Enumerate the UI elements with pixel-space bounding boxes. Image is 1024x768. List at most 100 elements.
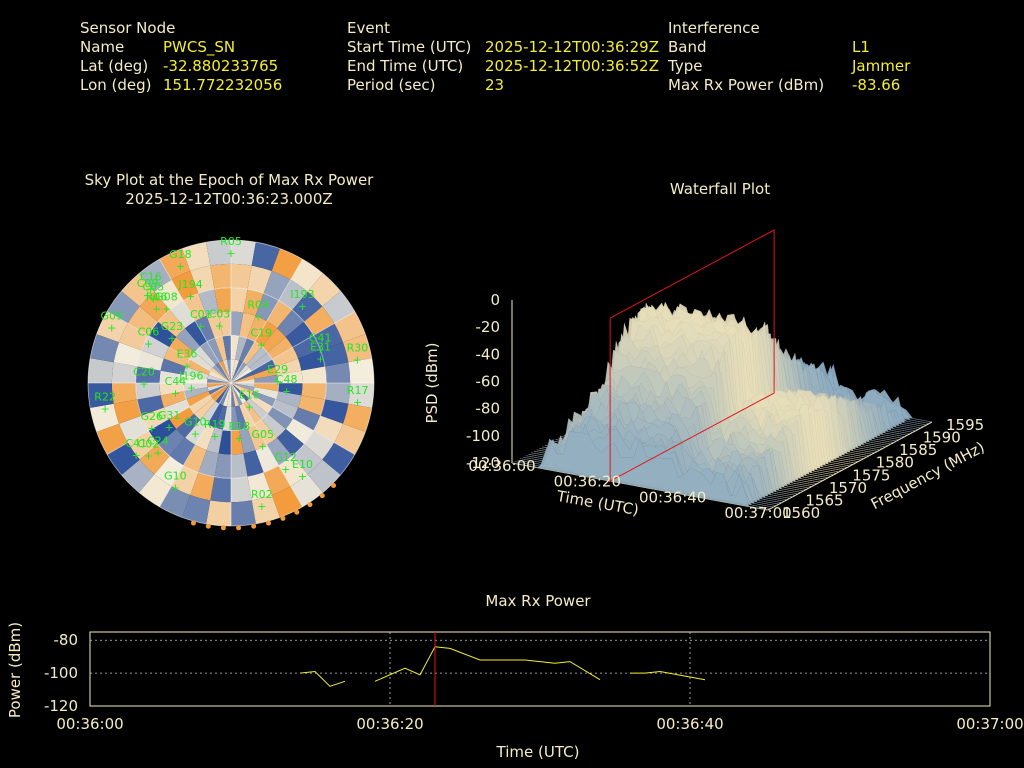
satellite-marker: +	[139, 377, 148, 390]
waterfall-freq-tick: 1570	[829, 479, 867, 497]
skyplot-cell	[231, 383, 247, 404]
skyplot-cell	[239, 427, 256, 454]
waterfall-freq-tick: 1585	[899, 441, 937, 459]
skyplot-spoke	[230, 382, 303, 508]
satellite-marker: +	[298, 470, 307, 483]
skyplot-cell	[183, 383, 208, 392]
skyplot-cell	[249, 394, 273, 414]
satellite-label: R19	[204, 418, 226, 431]
skyplot-cell	[222, 383, 231, 407]
skyplot-cell	[189, 394, 213, 414]
satellite-label: I193	[290, 288, 314, 301]
skyplot-cell	[222, 335, 231, 360]
sensor-lon-value: 151.772232056	[163, 76, 283, 94]
event-period-value: 23	[485, 76, 505, 94]
skyplot-cell	[263, 271, 291, 301]
waterfall-freq-tick: 1595	[946, 416, 984, 434]
skyplot-cell	[301, 366, 327, 383]
skyplot-cell	[137, 350, 164, 371]
skyplot-cell	[171, 271, 199, 301]
skyplot-cell	[159, 383, 185, 396]
skyplot-cell	[231, 311, 244, 337]
skyplot-cell	[90, 334, 120, 363]
skyplot-cell	[242, 401, 262, 425]
satellite-label: C24	[147, 434, 169, 447]
skyplot-cell	[246, 398, 268, 420]
skyplot-cell	[304, 306, 335, 336]
sensor-title: Sensor Node	[80, 19, 176, 37]
waterfall-time-tick: 00:37:00	[724, 504, 791, 522]
skyplot-cell	[231, 429, 244, 455]
skyplot-cell	[88, 358, 114, 383]
skyplot-cell	[127, 430, 158, 460]
skyplot-cell	[247, 472, 272, 501]
skyplot-cell	[255, 293, 279, 322]
satellite-marker: +	[171, 481, 180, 494]
skyplot-cell	[176, 328, 201, 353]
skyplot-cell	[215, 383, 231, 404]
event-period-label: Period (sec)	[347, 76, 436, 94]
waterfall-freq-tick: 1565	[805, 491, 843, 509]
skyplot-cell	[231, 383, 255, 388]
skyplot-cell	[226, 383, 231, 407]
skyplot-cell	[285, 321, 314, 348]
waterfall-marker-plane	[609, 229, 775, 482]
skyplot-cell	[163, 347, 190, 367]
skyplot-cell	[212, 383, 231, 402]
satellite-marker: +	[282, 385, 291, 398]
skyplot-cell	[148, 418, 177, 445]
skyplot-cell	[231, 383, 240, 407]
skyplot-cell	[231, 335, 240, 360]
skyplot-cell	[113, 399, 142, 424]
skyplot-cell	[231, 362, 247, 383]
skyplot-cell	[190, 472, 215, 501]
skyplot-cell	[198, 450, 219, 477]
skyplot-cell	[210, 263, 231, 290]
skyplot-spoke	[159, 382, 232, 508]
skyplot-cell	[298, 395, 325, 416]
skyplot-cell	[214, 287, 231, 313]
skyplot: +R05+I193+J194+G18+C16+C05+C09+G08+R06+G…	[87, 235, 375, 531]
skyplot-cell	[119, 323, 149, 351]
satellite-label: C16	[140, 270, 162, 283]
skyplot-cell	[231, 383, 252, 399]
skyplot-cell	[111, 362, 138, 383]
satellite-label: G41	[309, 331, 332, 344]
maxpower-title: Max Rx Power	[485, 592, 591, 610]
satellite-marker: +	[273, 375, 282, 388]
skyplot-cell	[261, 413, 286, 438]
skyplot-cell	[254, 383, 279, 392]
waterfall-time-tick: 00:36:00	[468, 457, 535, 475]
skyplot-cell	[324, 362, 351, 383]
satellite-label: C41	[125, 437, 147, 450]
satellite-label: R18	[228, 420, 250, 433]
skyplot-cell	[231, 240, 256, 266]
satellite-label: E36	[176, 348, 197, 361]
skyplot-cell	[342, 403, 372, 432]
skyplot-cell	[276, 309, 305, 338]
waterfall-title: Waterfall Plot	[669, 180, 771, 198]
satellite-marker: +	[186, 290, 195, 303]
skyplot-cell	[253, 387, 278, 400]
maxpower-x-tick: 00:36:00	[56, 715, 123, 733]
skyplot-spoke	[106, 311, 232, 384]
event-start-label: Start Time (UTC)	[347, 38, 472, 56]
skyplot-spoke	[230, 311, 356, 384]
skyplot-cell	[285, 418, 314, 445]
skyplot-horizon-dot	[220, 525, 226, 531]
skyplot-cell	[277, 370, 303, 383]
satellite-marker: +	[258, 440, 267, 453]
satellite-marker: +	[254, 310, 263, 323]
skyplot-cell	[247, 424, 267, 451]
sensor-name-label: Name	[80, 38, 125, 56]
skyplot-horizon-dot	[205, 523, 211, 529]
skyplot-cell	[301, 383, 327, 400]
skyplot-cell	[90, 403, 120, 432]
skyplot-cell	[231, 453, 248, 479]
satellite-marker: +	[171, 387, 180, 400]
satellite-marker: +	[153, 446, 162, 459]
skyplot-cell	[157, 428, 186, 457]
satellite-label: G12	[274, 451, 297, 464]
skyplot-cell	[160, 358, 187, 375]
